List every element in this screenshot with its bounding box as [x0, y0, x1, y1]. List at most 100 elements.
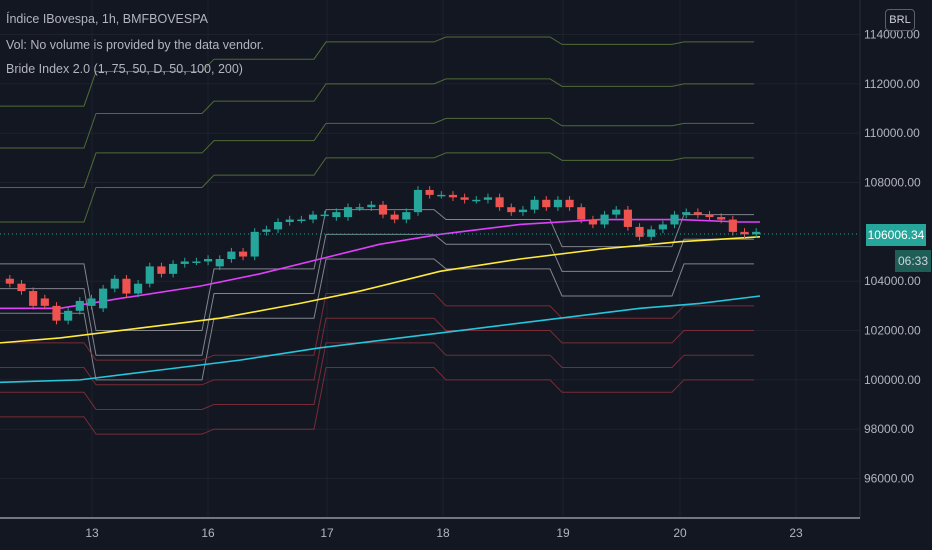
candle — [308, 210, 318, 224]
time-axis[interactable]: 13 16 17 18 19 20 23 — [85, 526, 803, 540]
candle-body — [658, 224, 667, 230]
candle — [145, 262, 154, 288]
candle-body — [472, 199, 481, 202]
symbol-title[interactable]: Índice IBovespa, 1h, BMFBOVESPA — [6, 12, 208, 26]
candle-body — [169, 263, 178, 274]
candle — [17, 279, 26, 295]
bride-band-line — [0, 258, 754, 381]
candle-body — [600, 214, 609, 225]
bride-band-line — [0, 117, 754, 188]
candle-body — [157, 266, 166, 274]
candle — [157, 262, 166, 278]
currency-button[interactable]: BRL — [885, 9, 915, 31]
candle — [635, 223, 644, 241]
candle-body — [308, 214, 318, 220]
candlesticks — [5, 186, 761, 325]
candle-body — [122, 278, 131, 294]
candle — [728, 215, 737, 236]
candle-body — [693, 212, 702, 215]
candle — [273, 218, 283, 234]
bride-band-line — [0, 36, 754, 107]
candle-body — [5, 278, 14, 284]
candle-body — [460, 197, 469, 200]
candle-body — [343, 207, 353, 218]
candle — [717, 213, 726, 224]
candle — [227, 247, 236, 263]
candle — [355, 203, 364, 211]
candle-body — [542, 199, 551, 208]
candle — [612, 205, 621, 219]
candle — [518, 205, 528, 216]
candle — [75, 297, 84, 315]
candle-body — [717, 217, 726, 220]
candle-body — [577, 207, 586, 220]
candle — [448, 191, 458, 202]
ma200-line — [0, 295, 761, 384]
candle — [413, 186, 423, 216]
candle-body — [728, 219, 737, 232]
candle — [425, 186, 434, 199]
candle — [600, 210, 609, 229]
candle-body — [612, 209, 621, 215]
time-tick-label: 18 — [436, 526, 450, 540]
candle — [250, 228, 259, 261]
candle-body — [17, 283, 26, 292]
candle-body — [52, 305, 61, 321]
candle-body — [682, 212, 691, 215]
candle-body — [250, 231, 259, 257]
candle — [472, 196, 481, 204]
price-tick-label: 104000.00 — [864, 274, 921, 288]
candle-body — [623, 209, 632, 227]
candle-body — [390, 214, 399, 220]
price-tick-label: 112000.00 — [864, 77, 920, 91]
moving-averages — [0, 218, 761, 384]
candle — [203, 255, 213, 266]
candle-body — [297, 219, 306, 222]
candle — [87, 294, 96, 310]
bride-band-line — [0, 78, 754, 149]
price-tick-label: 96000.00 — [864, 472, 914, 486]
candle — [52, 302, 61, 325]
candle-body — [99, 288, 108, 309]
candle-body — [752, 231, 761, 235]
candle-body — [215, 259, 224, 267]
price-tick-label: 100000.00 — [864, 373, 921, 387]
candle — [530, 196, 539, 214]
candle-body — [367, 204, 376, 208]
candle — [122, 275, 131, 298]
candle-body — [740, 231, 749, 235]
candle — [215, 255, 224, 271]
candle — [495, 193, 504, 211]
candle-body — [530, 199, 539, 210]
candle-body — [64, 310, 73, 321]
bride-band-line — [0, 233, 754, 356]
bride-band-line — [0, 342, 754, 410]
time-tick-label: 17 — [320, 526, 334, 540]
current-price-tag: 106006.34 — [866, 224, 926, 246]
candle-body — [320, 214, 329, 217]
candle-body — [355, 207, 364, 209]
candle — [343, 203, 353, 221]
candle-body — [285, 219, 294, 222]
indicator-legend[interactable]: Bride Index 2.0 (1, 75, 50, D, 50, 100, … — [6, 62, 243, 76]
candle — [99, 284, 108, 313]
volume-legend: Vol: No volume is provided by the data v… — [6, 38, 264, 52]
candle — [238, 247, 248, 261]
candle-body — [437, 194, 446, 197]
price-tick-label: 98000.00 — [864, 422, 914, 436]
time-tick-label: 23 — [789, 526, 803, 540]
candle — [588, 215, 597, 229]
candle-body — [192, 261, 201, 263]
price-axis[interactable]: 114000.00 112000.00 110000.00 108000.00 1040… — [864, 28, 921, 486]
candle — [332, 208, 341, 221]
candle — [542, 196, 551, 211]
candle-body — [425, 189, 434, 195]
candle — [169, 260, 178, 278]
candle-body — [495, 197, 504, 208]
candle — [40, 294, 49, 310]
candle — [460, 193, 469, 204]
bride-band-line — [0, 367, 754, 435]
candle-body — [670, 214, 679, 225]
candle — [658, 220, 667, 234]
